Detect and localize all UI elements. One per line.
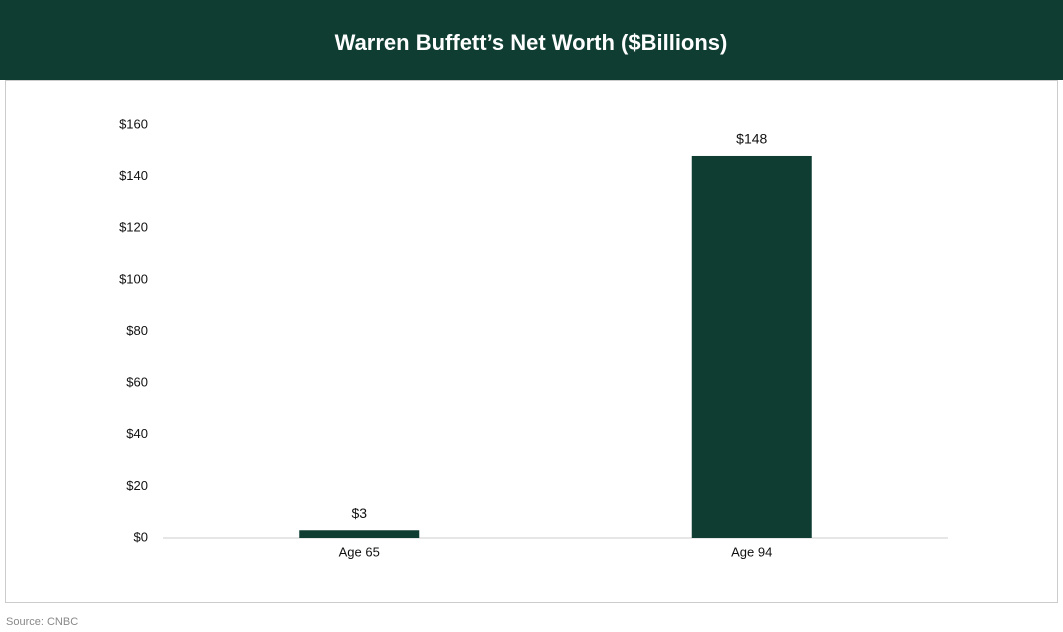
value-label: $3 — [351, 505, 367, 521]
chart-title: Warren Buffett’s Net Worth ($Billions) — [335, 30, 728, 55]
source-note: Source: CNBC — [6, 616, 78, 628]
y-tick-label: $60 — [126, 375, 148, 390]
value-label: $148 — [736, 131, 767, 147]
y-tick-label: $140 — [119, 168, 148, 183]
bar — [691, 155, 812, 538]
y-tick-label: $100 — [119, 271, 148, 286]
y-tick-label: $160 — [119, 116, 148, 131]
bar — [299, 530, 420, 538]
y-tick-label: $20 — [126, 478, 148, 493]
y-tick-label: $40 — [126, 426, 148, 441]
x-tick-label: Age 94 — [731, 544, 772, 559]
chart-frame — [5, 80, 1058, 603]
y-tick-label: $80 — [126, 323, 148, 338]
y-tick-label: $120 — [119, 220, 148, 235]
title-band — [0, 0, 1063, 80]
y-tick-label: $0 — [134, 529, 148, 544]
x-tick-label: Age 65 — [339, 544, 380, 559]
